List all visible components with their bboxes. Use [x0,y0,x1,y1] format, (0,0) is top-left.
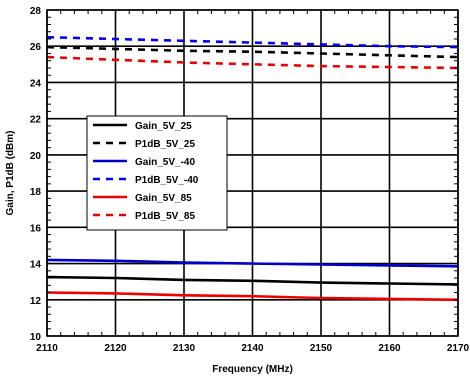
y-axis-title: Gain, P1dB (dBm) [5,130,16,215]
tick-labels: 2110 2120 2130 2140 2150 2160 2170 10 12 14 16 18 20… [30,6,470,354]
series-line [46,275,459,286]
legend-label: Gain_5V_85 [135,193,192,204]
legend-label: Gain_5V_-40 [135,157,195,168]
x-tick-label: 2120 [104,343,127,354]
y-tick-label: 18 [30,187,42,198]
y-tick-label: 28 [30,6,42,17]
minor-ticks [46,9,459,337]
legend-box [86,115,228,231]
x-tick-label: 2170 [447,343,470,354]
series-line [46,45,459,59]
legend: Gain_5V_25 P1dB_5V_25 Gain_5V_-40 P1dB_5V_-… [86,115,228,231]
legend-label: P1dB_5V_-40 [135,175,199,186]
y-tick-label: 12 [30,296,42,307]
y-tick-label: 26 [30,42,42,53]
series-line [46,35,459,49]
legend-label: P1dB_5V_25 [135,139,195,150]
y-tick-label: 16 [30,223,42,234]
x-axis-title: Frequency (MHz) [212,364,293,375]
y-tick-label: 24 [30,78,42,89]
y-tick-label: 14 [30,260,42,271]
series-line [46,55,459,70]
y-tick-label: 10 [30,332,42,343]
x-tick-label: 2110 [36,343,58,354]
x-tick-label: 2140 [241,343,264,354]
series-lines [46,35,459,302]
x-tick-label: 2150 [310,343,333,354]
y-tick-label: 22 [30,115,42,126]
x-tick-label: 2160 [378,343,401,354]
legend-label: P1dB_5V_85 [135,211,195,222]
series-line [46,291,459,302]
x-tick-label: 2130 [173,343,196,354]
series-line [46,258,459,268]
legend-label: Gain_5V_25 [135,121,192,132]
y-tick-label: 20 [30,151,42,162]
